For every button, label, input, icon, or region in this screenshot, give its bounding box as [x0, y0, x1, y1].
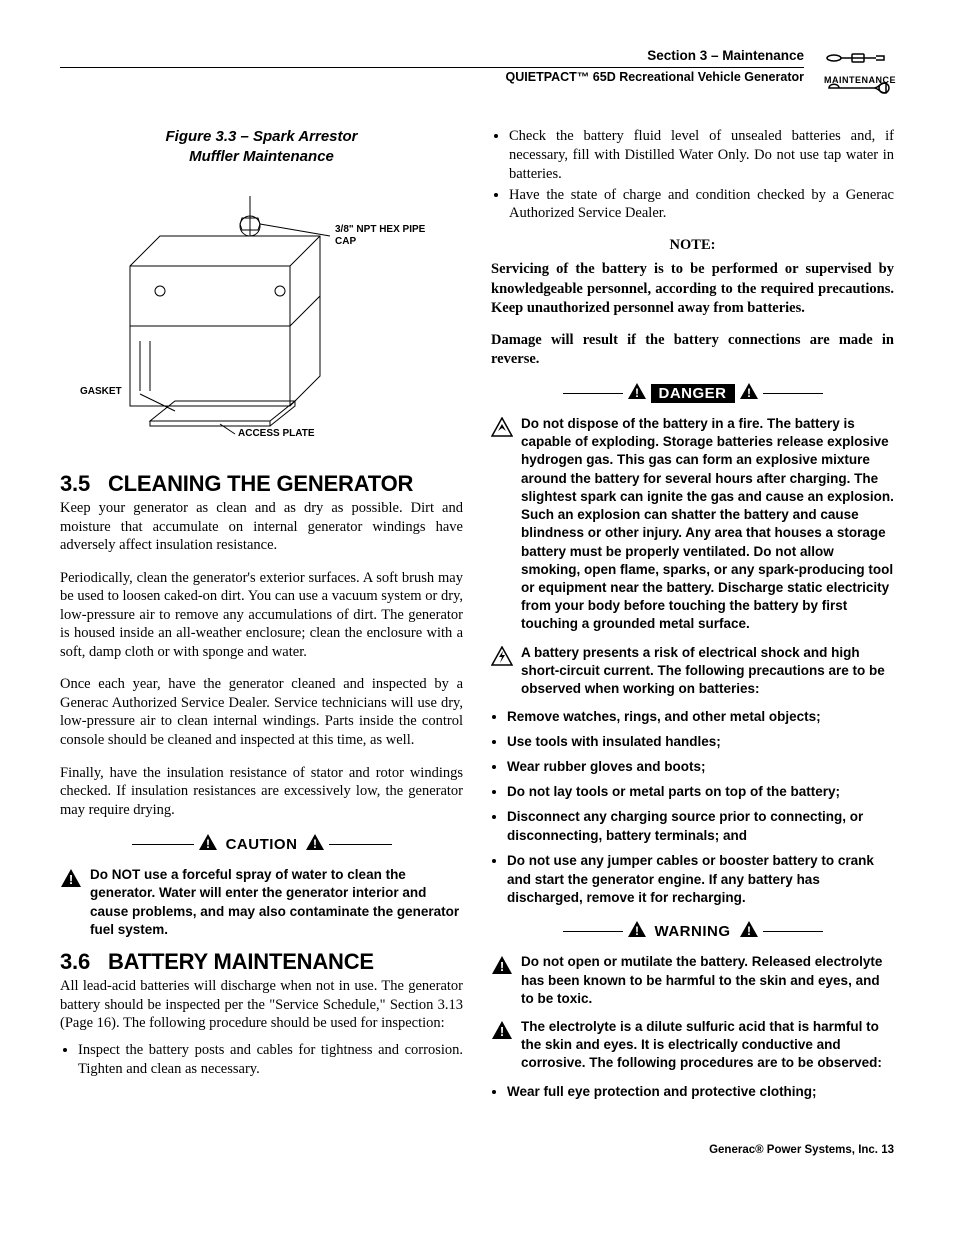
s35-p2: Periodically, clean the generator's exte…	[60, 569, 463, 662]
s36-list-left: Inspect the battery posts and cables for…	[60, 1041, 463, 1079]
warning-text: WARNING	[651, 923, 735, 940]
svg-text:!: !	[69, 872, 73, 887]
hazard-icon: !	[739, 382, 759, 405]
heading-3-5: 3.5 CLEANING THE GENERATOR	[60, 471, 463, 497]
svg-text:!: !	[747, 386, 751, 400]
hazard-icon: !	[627, 920, 647, 943]
s35-p3: Once each year, have the generator clean…	[60, 675, 463, 749]
caution-body: Do NOT use a forceful spray of water to …	[90, 866, 463, 939]
svg-text:!: !	[500, 1024, 504, 1039]
note-p2: Damage will result if the battery connec…	[491, 331, 894, 370]
warning-p2-text: The electrolyte is a dilute sulfuric aci…	[521, 1018, 894, 1073]
maintenance-icon: MAINTENANCE	[824, 48, 894, 97]
caution-text: CAUTION	[222, 836, 302, 853]
caution-label: ! CAUTION !	[132, 833, 392, 856]
s36-intro: All lead-acid batteries will discharge w…	[60, 977, 463, 1033]
danger-label: ! DANGER !	[563, 382, 823, 405]
figure-title-line2: Muffler Maintenance	[189, 148, 334, 165]
danger-p1: Do not dispose of the battery in a fire.…	[491, 415, 894, 634]
svg-text:!: !	[747, 924, 751, 938]
hazard-icon: !	[627, 382, 647, 405]
figure-diagram: 3/8" NPT HEX PIPE CAP GASKET ACCESS PLAT…	[60, 176, 463, 446]
warning-label: ! WARNING !	[563, 920, 823, 943]
list-item: Have the state of charge and condition c…	[509, 186, 894, 224]
maintenance-label: MAINTENANCE	[824, 75, 894, 85]
header-rule	[60, 67, 804, 68]
svg-text:!: !	[635, 924, 639, 938]
hazard-icon: !	[198, 833, 218, 856]
caution-paragraph: ! Do NOT use a forceful spray of water t…	[60, 866, 463, 939]
note-p1: Servicing of the battery is to be perfor…	[491, 260, 894, 319]
warning-p2: ! The electrolyte is a dilute sulfuric a…	[491, 1018, 894, 1073]
danger-p2-text: A battery presents a risk of electrical …	[521, 644, 894, 699]
danger-p1-text: Do not dispose of the battery in a fire.…	[521, 415, 894, 634]
heading-3-6: 3.6 BATTERY MAINTENANCE	[60, 949, 463, 975]
list-item: Use tools with insulated handles;	[507, 733, 894, 752]
heading-3-6-title: BATTERY MAINTENANCE	[108, 949, 374, 974]
danger-p2: A battery presents a risk of electrical …	[491, 644, 894, 699]
s35-p4: Finally, have the insulation resistance …	[60, 764, 463, 820]
list-item: Wear rubber gloves and boots;	[507, 758, 894, 777]
s36-list-right: Check the battery fluid level of unseale…	[491, 127, 894, 223]
heading-3-5-title: CLEANING THE GENERATOR	[108, 471, 413, 496]
list-item: Check the battery fluid level of unseale…	[509, 127, 894, 184]
page-footer: Generac® Power Systems, Inc. 13	[60, 1144, 894, 1156]
heading-3-6-num: 3.6	[60, 949, 90, 975]
hazard-icon: !	[491, 1018, 513, 1073]
figure-title: Figure 3.3 – Spark Arrestor Muffler Main…	[60, 127, 463, 166]
pipe-cap-label: 3/8" NPT HEX PIPE CAP	[335, 224, 445, 248]
svg-text:!: !	[500, 959, 504, 974]
list-item: Do not use any jumper cables or booster …	[507, 852, 894, 909]
section-label: Section 3 – Maintenance	[60, 48, 804, 63]
hazard-icon: !	[305, 833, 325, 856]
list-item: Do not lay tools or metal parts on top o…	[507, 783, 894, 802]
s35-p1: Keep your generator as clean and as dry …	[60, 499, 463, 555]
svg-text:!: !	[206, 837, 210, 851]
header-text: Section 3 – Maintenance QUIETPACT™ 65D R…	[60, 48, 824, 84]
note-label: NOTE:	[491, 237, 894, 254]
danger-list: Remove watches, rings, and other metal o…	[491, 708, 894, 908]
explosion-icon	[491, 415, 513, 634]
figure-title-line1: Figure 3.3 – Spark Arrestor	[165, 128, 357, 145]
warning-p1-text: Do not open or mutilate the battery. Rel…	[521, 953, 894, 1008]
left-column: Figure 3.3 – Spark Arrestor Muffler Main…	[60, 127, 463, 1114]
gasket-label: GASKET	[80, 386, 140, 397]
list-item: Inspect the battery posts and cables for…	[78, 1041, 463, 1079]
svg-text:!: !	[635, 386, 639, 400]
list-item: Wear full eye protection and protective …	[507, 1083, 894, 1102]
heading-3-5-num: 3.5	[60, 471, 90, 497]
shock-icon	[491, 644, 513, 699]
hazard-icon: !	[739, 920, 759, 943]
danger-text: DANGER	[651, 384, 735, 403]
page-header: Section 3 – Maintenance QUIETPACT™ 65D R…	[60, 48, 894, 97]
svg-text:!: !	[313, 837, 317, 851]
content-columns: Figure 3.3 – Spark Arrestor Muffler Main…	[60, 127, 894, 1114]
hazard-icon: !	[491, 953, 513, 1008]
product-label: QUIETPACT™ 65D Recreational Vehicle Gene…	[60, 70, 804, 84]
access-plate-label: ACCESS PLATE	[238, 428, 358, 439]
hazard-icon: !	[60, 866, 82, 939]
list-item: Disconnect any charging source prior to …	[507, 808, 894, 846]
right-column: Check the battery fluid level of unseale…	[491, 127, 894, 1114]
list-item: Remove watches, rings, and other metal o…	[507, 708, 894, 727]
warning-p1: ! Do not open or mutilate the battery. R…	[491, 953, 894, 1008]
warning-list: Wear full eye protection and protective …	[491, 1083, 894, 1102]
